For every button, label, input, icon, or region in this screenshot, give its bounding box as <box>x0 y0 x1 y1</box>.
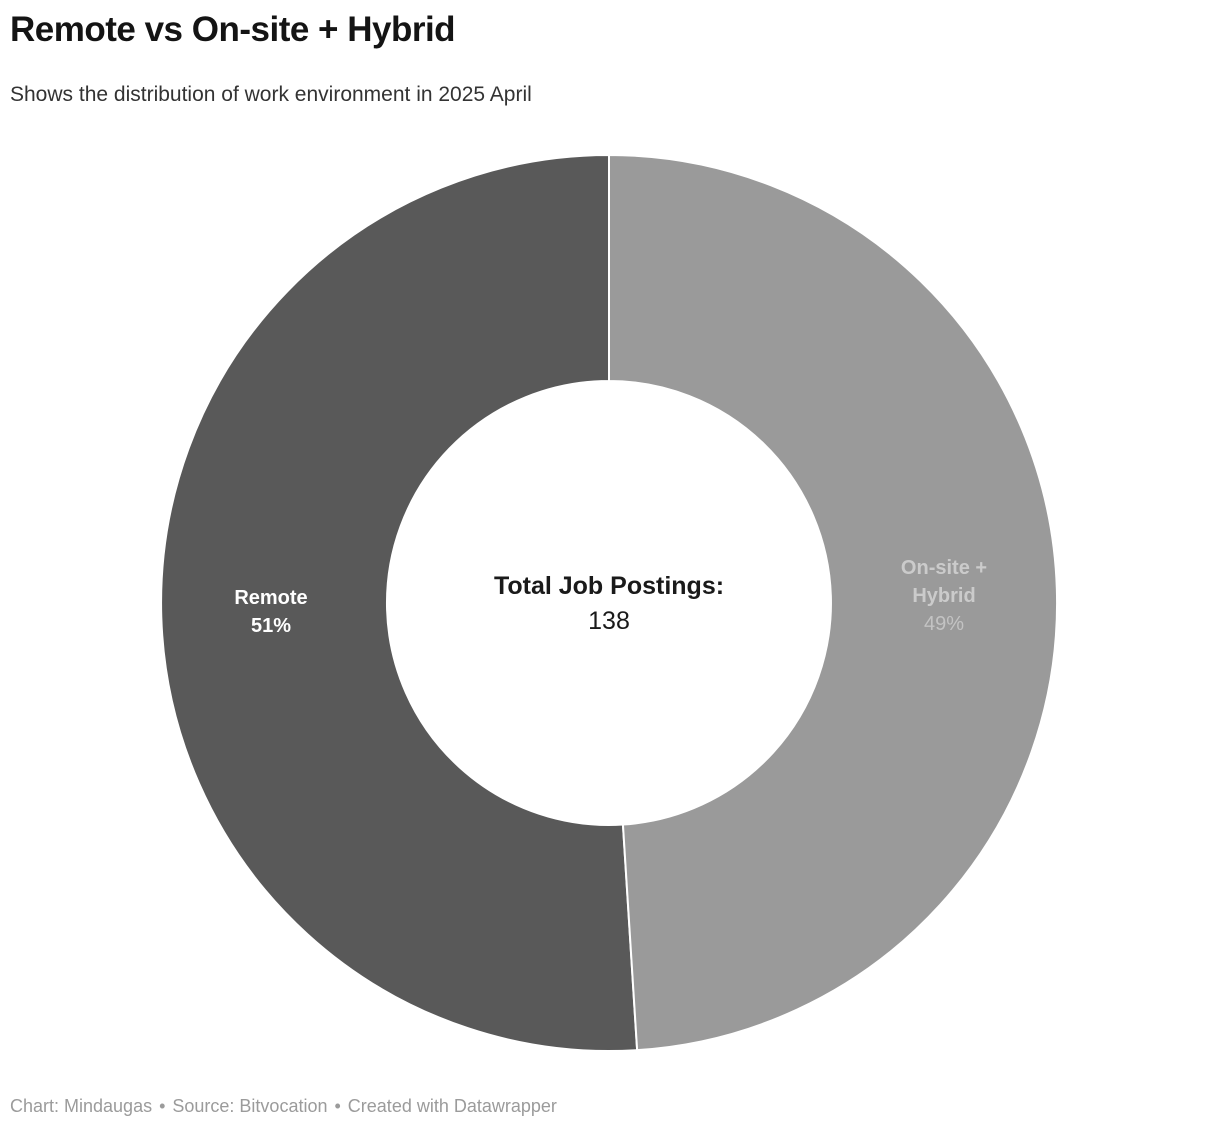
footer-tool-credit: Created with Datawrapper <box>347 1096 557 1116</box>
slice-onsite-hybrid[interactable] <box>608 153 1059 1052</box>
chart-title: Remote vs On-site + Hybrid <box>10 10 456 49</box>
footer-separator: • <box>159 1096 166 1116</box>
footer-source-credit: Source: Bitvocation <box>172 1096 328 1116</box>
footer-credits: Chart: Mindaugas • Source: Bitvocation • Cre… <box>10 1096 557 1117</box>
chart-subtitle: Shows the distribution of work environme… <box>10 83 532 106</box>
donut-svg <box>160 153 1059 1052</box>
slice-remote[interactable] <box>160 153 639 1052</box>
footer-separator: • <box>334 1096 341 1116</box>
footer-chart-credit: Chart: Mindaugas <box>10 1096 153 1116</box>
donut-chart: Total Job Postings: 138 Remote 51% On-si… <box>159 153 1059 1053</box>
